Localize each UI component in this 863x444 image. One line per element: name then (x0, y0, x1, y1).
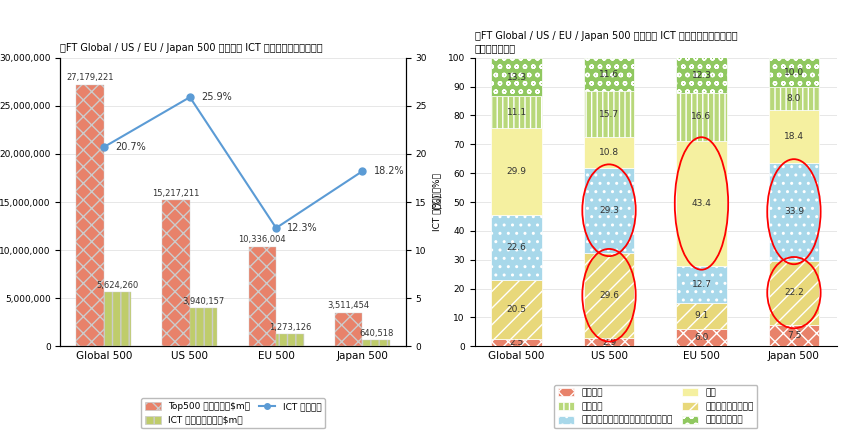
Bar (583, 58, 634, 91)
Text: 12.3: 12.3 (691, 71, 711, 79)
Text: 【FT Global / US / EU / Japan 500 における ICT 産業の株式時価総額】: 【FT Global / US / EU / Japan 500 における IC… (60, 43, 323, 53)
Text: 15.7: 15.7 (599, 110, 619, 119)
Bar (583, 137, 634, 168)
Bar (769, 163, 819, 261)
Bar (769, 325, 819, 346)
Text: 2.5: 2.5 (509, 338, 524, 347)
Bar (491, 339, 542, 346)
Bar (76, 85, 104, 346)
Text: 3,511,454: 3,511,454 (327, 301, 369, 310)
Text: 5,624,260: 5,624,260 (97, 281, 139, 290)
Bar (676, 303, 727, 329)
Bar (491, 96, 542, 128)
Text: 18.2%: 18.2% (374, 166, 404, 176)
Text: 20.5: 20.5 (507, 305, 526, 314)
Bar (769, 261, 819, 325)
Bar (583, 168, 634, 253)
Text: 22.6: 22.6 (507, 243, 526, 252)
Text: 10.8: 10.8 (599, 148, 619, 157)
Text: 15,217,211: 15,217,211 (153, 189, 200, 198)
Text: 43.4: 43.4 (691, 199, 711, 208)
Bar (676, 93, 727, 141)
Text: 33.9: 33.9 (784, 207, 804, 216)
Bar (769, 110, 819, 163)
Text: 12.3%: 12.3% (287, 223, 318, 233)
Text: 8.0: 8.0 (787, 94, 801, 103)
Text: 10.0: 10.0 (784, 67, 804, 77)
Text: 1,273,126: 1,273,126 (268, 323, 311, 332)
Bar (583, 253, 634, 338)
Bar (491, 280, 542, 339)
Bar (676, 141, 727, 266)
Bar (104, 292, 131, 346)
Bar (583, 338, 634, 346)
Text: 18.4: 18.4 (784, 132, 804, 141)
Text: 13.3: 13.3 (507, 73, 526, 82)
Text: 11.1: 11.1 (507, 108, 526, 117)
Bar (676, 266, 727, 303)
Bar (276, 334, 304, 346)
Text: 22.2: 22.2 (784, 288, 803, 297)
Bar (769, 87, 819, 110)
Text: 29.9: 29.9 (507, 167, 526, 176)
Text: 10,336,004: 10,336,004 (238, 235, 287, 245)
Bar (769, 58, 819, 87)
Bar (249, 247, 276, 346)
Bar (190, 309, 217, 346)
Y-axis label: (%): (%) (432, 194, 442, 210)
Text: 25.9%: 25.9% (201, 92, 232, 102)
Bar (362, 340, 390, 346)
Y-axis label: ICT 企業比率（%）: ICT 企業比率（%） (432, 173, 441, 231)
Text: 【FT Global / US / EU / Japan 500 における ICT 産業の株式時価総額】
（業種別比率）: 【FT Global / US / EU / Japan 500 における IC… (475, 31, 737, 53)
Text: 20.7%: 20.7% (115, 142, 146, 152)
Bar (583, 91, 634, 137)
Legend: Top500 時価総額（$m）, ICT 産業時価総額（$m）, ICT 産業比率: Top500 時価総額（$m）, ICT 産業時価総額（$m）, ICT 産業比… (141, 398, 325, 428)
Text: 9.1: 9.1 (695, 311, 709, 321)
Text: 29.3: 29.3 (599, 206, 619, 215)
Text: 11.6: 11.6 (599, 70, 619, 79)
Bar (676, 57, 727, 93)
Bar (335, 313, 362, 346)
Bar (676, 329, 727, 346)
Text: 6.0: 6.0 (695, 333, 709, 342)
Bar (491, 58, 542, 96)
Bar (491, 128, 542, 215)
Bar (162, 200, 190, 346)
Text: 16.6: 16.6 (691, 112, 711, 121)
Text: 27,179,221: 27,179,221 (66, 73, 114, 83)
Bar (491, 215, 542, 280)
Text: 3,940,157: 3,940,157 (183, 297, 225, 306)
Text: 29.6: 29.6 (599, 291, 619, 300)
Legend: 一般産業, メディア, ソフトウェア・コンピュータサービス, 通信, ハードウェア・機器, 電気・電子部品: 一般産業, メディア, ソフトウェア・コンピュータサービス, 通信, ハードウェ… (554, 385, 758, 428)
Text: 2.9: 2.9 (602, 337, 616, 347)
Text: 640,518: 640,518 (359, 329, 394, 338)
Text: 7.5: 7.5 (787, 331, 801, 340)
Text: 12.7: 12.7 (691, 280, 711, 289)
